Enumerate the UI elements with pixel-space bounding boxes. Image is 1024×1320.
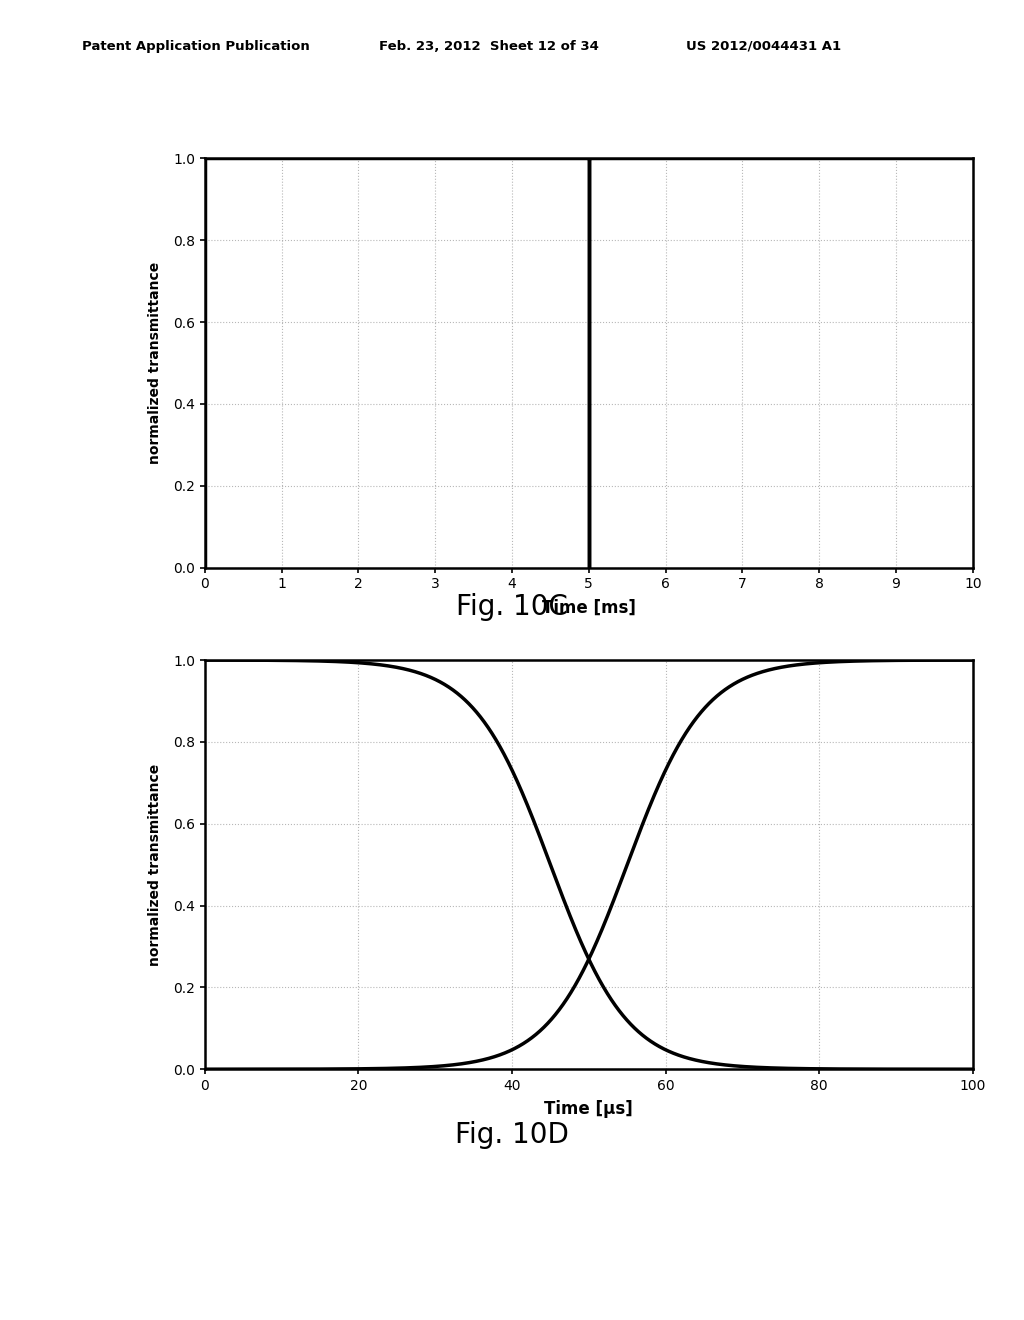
Text: US 2012/0044431 A1: US 2012/0044431 A1	[686, 40, 841, 53]
X-axis label: Time [μs]: Time [μs]	[545, 1100, 633, 1118]
Text: Feb. 23, 2012  Sheet 12 of 34: Feb. 23, 2012 Sheet 12 of 34	[379, 40, 599, 53]
Y-axis label: normalized transmittance: normalized transmittance	[147, 763, 162, 966]
Text: Fig. 10C: Fig. 10C	[456, 593, 568, 622]
Y-axis label: normalized transmittance: normalized transmittance	[147, 261, 162, 465]
Text: Fig. 10D: Fig. 10D	[455, 1121, 569, 1150]
Text: Patent Application Publication: Patent Application Publication	[82, 40, 309, 53]
X-axis label: Time [ms]: Time [ms]	[542, 598, 636, 616]
